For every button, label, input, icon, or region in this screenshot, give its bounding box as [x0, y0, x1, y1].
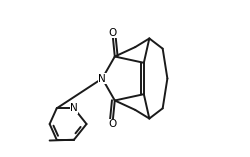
Text: O: O [108, 119, 116, 129]
Text: N: N [98, 73, 106, 84]
Text: N: N [70, 103, 78, 113]
Text: O: O [108, 28, 116, 38]
